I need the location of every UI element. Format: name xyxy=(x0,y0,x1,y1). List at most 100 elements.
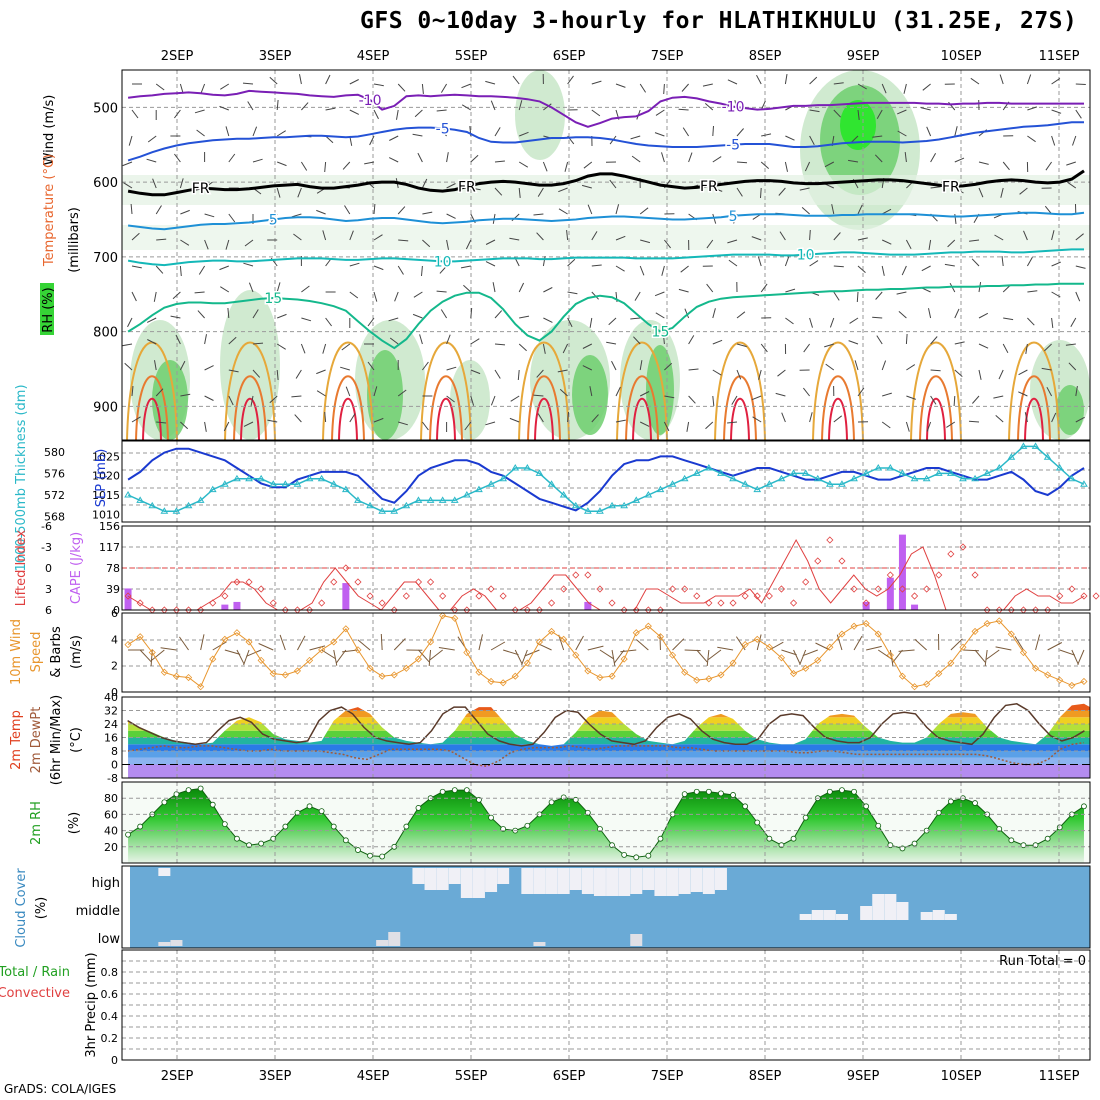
lifted-index-point xyxy=(378,599,386,607)
wind10m-barb xyxy=(279,634,286,651)
rh-point xyxy=(367,852,373,859)
wind-barb xyxy=(1066,161,1076,166)
wind10m-speed-point xyxy=(378,672,386,680)
thickness-point xyxy=(450,496,459,503)
lifted-index-point xyxy=(269,599,277,607)
wind10m-barb xyxy=(558,634,565,651)
wind-barb xyxy=(849,317,859,324)
wind-barb xyxy=(421,265,423,277)
wind10m-speed-point xyxy=(729,659,737,667)
wind-barb xyxy=(905,333,908,345)
wind-barb xyxy=(954,187,964,194)
pressure-tick: 500 xyxy=(93,101,118,116)
cloud-frame xyxy=(121,865,1091,949)
wind-barb xyxy=(930,336,938,345)
wind-barb xyxy=(881,421,891,429)
lifted-index-point xyxy=(209,599,217,607)
wind-barb xyxy=(664,395,675,399)
cloud-high-bar xyxy=(424,868,437,890)
rh-point xyxy=(318,808,325,815)
wind10m-barb xyxy=(309,645,326,651)
wind-barb xyxy=(1075,233,1084,241)
wind-barb xyxy=(712,395,715,406)
thickness-axis-label: 1000-500mb Thickness (dm) xyxy=(14,384,29,571)
thickness-point xyxy=(172,507,181,514)
wind-barb xyxy=(470,187,481,191)
isotherm-25 xyxy=(821,375,855,441)
cloud-middle-bar xyxy=(920,912,933,920)
lifted-index-point xyxy=(366,592,374,600)
thickness-point xyxy=(136,496,145,503)
wind-barb xyxy=(300,343,306,354)
wind-barb xyxy=(978,187,984,198)
thickness-point xyxy=(1031,442,1040,449)
wind10m-barb xyxy=(1071,649,1079,665)
wind-barb xyxy=(874,154,883,163)
wind-barb xyxy=(537,413,544,423)
wind10m-barb xyxy=(1077,649,1085,665)
wind-barb xyxy=(373,386,378,397)
wind-barb xyxy=(269,76,278,85)
wind-barb xyxy=(615,419,626,423)
wind-barb xyxy=(857,387,865,397)
wind-barb xyxy=(242,82,254,85)
cloud-high-bar xyxy=(581,868,594,894)
wind-barb xyxy=(587,204,593,215)
thickness-point xyxy=(813,474,822,482)
wind-barb xyxy=(276,130,286,137)
rh2m-frame xyxy=(121,781,1091,864)
wind-barb xyxy=(470,307,473,319)
lifted-index-point xyxy=(959,543,967,551)
wind-barb xyxy=(825,363,835,371)
isotherm-25 xyxy=(723,375,757,441)
wind-barb xyxy=(582,365,593,371)
isotherm-25 xyxy=(527,375,561,441)
rh-point xyxy=(826,788,833,795)
isotherm-30 xyxy=(240,397,260,441)
wind-barb xyxy=(349,291,359,299)
wind-barb xyxy=(291,213,302,218)
isotherm-25 xyxy=(331,375,365,441)
wind-barb xyxy=(583,161,593,169)
wind10m-speed-point xyxy=(584,667,592,675)
wind-barb xyxy=(146,158,157,163)
wind-barb xyxy=(978,369,982,380)
wind-barb xyxy=(994,234,1004,241)
wind-barb xyxy=(269,395,278,404)
wind-barb xyxy=(316,369,326,375)
lifted-index-point xyxy=(717,599,725,607)
wind-barb xyxy=(1051,291,1061,298)
wind-barb xyxy=(277,313,287,319)
wind-barb xyxy=(562,343,569,354)
cloud-middle-bar xyxy=(932,910,945,920)
thickness-point xyxy=(390,507,399,514)
chart-title: GFS 0~10day 3-hourly for HLATHIKHULU (31… xyxy=(360,8,1078,34)
wind10m-barb xyxy=(614,649,625,664)
top-date-label: 3SEP xyxy=(259,49,292,64)
wind-barb xyxy=(775,392,786,397)
wind-barb xyxy=(1023,230,1028,241)
cloud-high-bar xyxy=(702,868,715,894)
wind10m-barb xyxy=(1014,636,1024,651)
rh-point xyxy=(839,787,845,793)
wind-barb xyxy=(228,336,237,345)
temperature-band xyxy=(128,751,1090,758)
rh-point xyxy=(742,803,749,810)
wind10m-barb xyxy=(599,649,614,660)
wind-barb xyxy=(999,74,1004,85)
wind-barb xyxy=(1003,317,1014,321)
thickness-point xyxy=(596,507,604,514)
wind-barb xyxy=(537,187,544,197)
wind-barb xyxy=(180,421,189,430)
wind-barb xyxy=(127,317,133,328)
isotherm-25 xyxy=(1017,375,1051,441)
wind-barb xyxy=(461,104,472,111)
wind-barb xyxy=(824,343,834,348)
wind-barb xyxy=(728,259,738,267)
wind-barb xyxy=(655,109,665,116)
rh-point xyxy=(137,823,144,830)
wind-barb xyxy=(954,308,960,319)
rh-point xyxy=(851,788,857,795)
wind-barb xyxy=(518,100,523,111)
wind-barb xyxy=(512,75,520,85)
